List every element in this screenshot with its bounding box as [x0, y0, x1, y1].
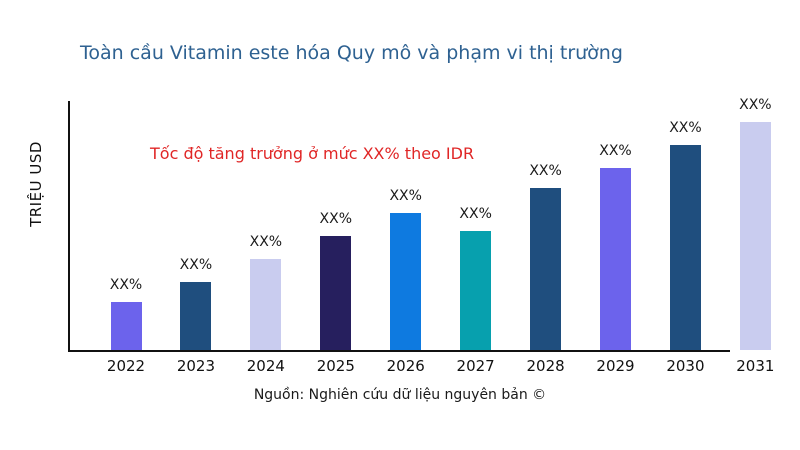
bar-value-label-2026: XX% — [389, 188, 422, 204]
bar-value-label-2022: XX% — [109, 277, 143, 293]
bar-2031 — [739, 122, 771, 350]
bar-value-label-2024: XX% — [249, 234, 283, 250]
x-tick-2026: 2026 — [386, 357, 425, 375]
x-axis-line — [68, 350, 730, 352]
bar-2026 — [390, 213, 422, 350]
bar-2025 — [320, 236, 352, 350]
bar-value-label-2030: XX% — [669, 120, 702, 136]
x-tick-2029: 2029 — [596, 357, 635, 375]
bar-value-label-2029: XX% — [599, 143, 632, 159]
bar-2029 — [600, 168, 631, 350]
bar-2028 — [530, 188, 562, 350]
x-tick-2027: 2027 — [456, 357, 495, 375]
y-axis-label: TRIỆU USD — [27, 141, 45, 227]
x-tick-2024: 2024 — [246, 357, 285, 375]
x-tick-2030: 2030 — [666, 357, 705, 375]
bar-value-label-2023: XX% — [179, 257, 213, 273]
x-tick-2022: 2022 — [106, 357, 146, 375]
x-tick-2023: 2023 — [176, 357, 216, 375]
bar-2030 — [669, 145, 701, 350]
chart-title: Toàn cầu Vitamin este hóa Quy mô và phạm… — [80, 42, 623, 64]
growth-rate-annotation: Tốc độ tăng trưởng ở mức XX% theo IDR — [150, 144, 475, 163]
bar-value-label-2028: XX% — [529, 163, 562, 179]
y-axis-line — [68, 101, 70, 352]
bar-value-label-2031: XX% — [739, 97, 772, 113]
bar-2023 — [180, 282, 212, 350]
bar-value-label-2025: XX% — [319, 211, 353, 227]
bar-2024 — [250, 259, 282, 350]
x-tick-2031: 2031 — [736, 357, 775, 375]
x-tick-2025: 2025 — [316, 357, 355, 375]
x-tick-2028: 2028 — [526, 357, 565, 375]
bar-2027 — [460, 231, 492, 350]
bar-value-label-2027: XX% — [459, 206, 492, 222]
source-note: Nguồn: Nghiên cứu dữ liệu nguyên bản © — [253, 387, 547, 403]
bar-2022 — [110, 302, 142, 350]
